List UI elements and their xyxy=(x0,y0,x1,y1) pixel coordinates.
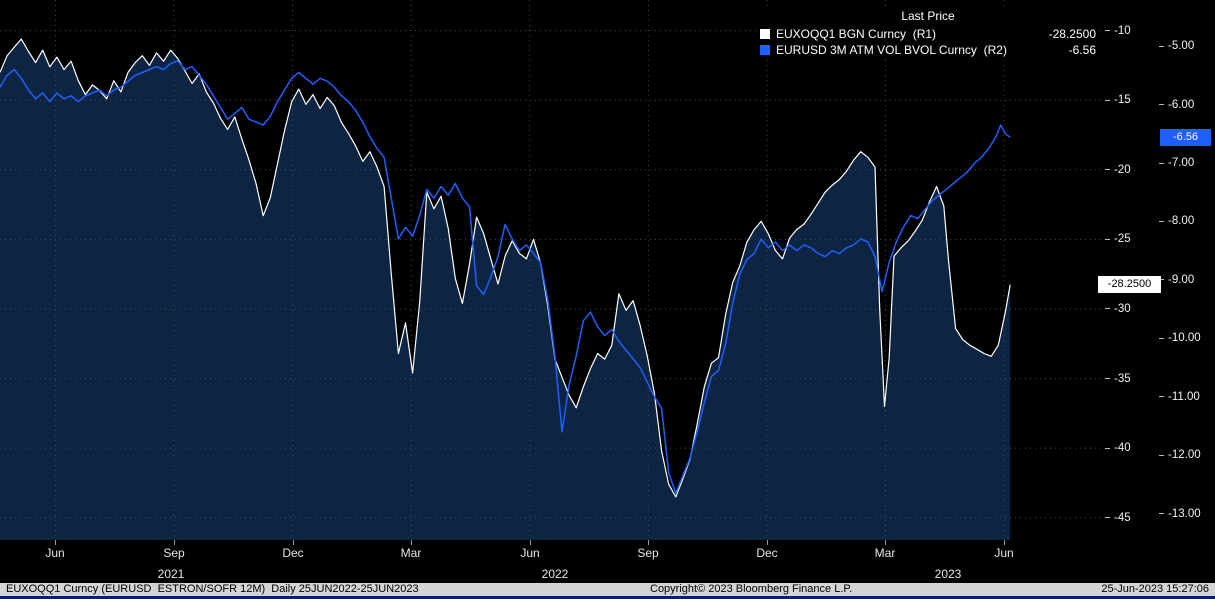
right-axis-r1: -10 -15 -20 -25 -30 -35 -40 -45 xyxy=(1105,0,1161,540)
year-label: 2021 xyxy=(157,567,185,581)
x-tick-label: Dec xyxy=(282,546,304,560)
y-tick-label: -5.00 xyxy=(1168,40,1195,53)
y-axis-tickmark xyxy=(1159,337,1164,339)
series-line-blue xyxy=(0,60,1011,494)
y-axis-tickmark xyxy=(1105,517,1110,519)
y-axis-tickmark xyxy=(1159,513,1164,515)
x-tick-label: Dec xyxy=(756,546,778,560)
year-label: 2022 xyxy=(541,567,569,581)
y-tick-label: -20 xyxy=(1114,163,1131,176)
legend-item-euxoqq1[interactable]: EUXOQQ1 BGN Curncy (R1) -28.2500 xyxy=(760,26,1096,42)
chart-description: EUXOQQ1 Curncy (EURUSD ESTRON/SOFR 12M) … xyxy=(6,583,419,595)
last-price-tag-r2: -6.56 xyxy=(1160,129,1211,146)
x-axis-tickmark xyxy=(1004,540,1005,545)
x-axis-tickmark xyxy=(411,540,412,545)
y-tick-label: -6.00 xyxy=(1168,98,1195,111)
year-label: 2023 xyxy=(934,567,962,581)
legend-value: -28.2500 xyxy=(1048,27,1096,41)
status-bar: EUXOQQ1 Curncy (EURUSD ESTRON/SOFR 12M) … xyxy=(0,583,1215,596)
y-axis-tickmark xyxy=(1105,238,1110,240)
right-axis-r2: -5.00 -6.00 -7.00 -8.00 -9.00 -10.00 -11.00 -12… xyxy=(1159,0,1215,540)
y-axis-tickmark xyxy=(1159,220,1164,222)
y-axis-tickmark xyxy=(1159,45,1164,47)
y-tick-label: -40 xyxy=(1114,442,1131,455)
y-tick-label: -11.00 xyxy=(1168,390,1200,403)
x-axis-tickmark xyxy=(885,540,886,545)
y-axis-tickmark xyxy=(1159,104,1164,106)
y-axis-tickmark xyxy=(1159,454,1164,456)
x-tick-label: Sep xyxy=(163,546,185,560)
legend-title: Last Price xyxy=(901,9,955,23)
y-tick-label: -30 xyxy=(1114,302,1131,315)
y-tick-label: -35 xyxy=(1114,372,1131,385)
y-axis-tickmark xyxy=(1159,279,1164,281)
x-tick-label: Mar xyxy=(400,546,422,560)
y-axis-tickmark xyxy=(1105,30,1110,32)
x-tick-label: Jun xyxy=(45,546,65,560)
timestamp: 25-Jun-2023 15:27:06 xyxy=(1101,583,1209,595)
legend-item-eurusd-vol[interactable]: EURUSD 3M ATM VOL BVOL Curncy (R2) -6.56 xyxy=(760,42,1096,58)
area-fill xyxy=(0,39,1011,540)
y-axis-tickmark xyxy=(1159,162,1164,164)
x-axis-tickmark xyxy=(174,540,175,545)
legend-label: EUXOQQ1 BGN Curncy (R1) xyxy=(776,27,937,41)
y-tick-label: -9.00 xyxy=(1168,273,1195,286)
y-axis-tickmark xyxy=(1159,396,1164,398)
legend-value: -6.56 xyxy=(1068,43,1096,57)
x-axis-tickmark xyxy=(293,540,294,545)
y-axis-tickmark xyxy=(1105,308,1110,310)
copyright-text: Copyright© 2023 Bloomberg Finance L.P. xyxy=(650,583,853,595)
x-axis-labels: Jun Sep Dec Mar Jun Sep Dec Mar Jun 2021 2022 2023 xyxy=(0,540,1130,583)
chart-plot-area[interactable] xyxy=(0,0,1105,540)
y-axis-tickmark xyxy=(1105,99,1110,101)
y-tick-label: -15 xyxy=(1114,94,1131,107)
series-line-white xyxy=(0,38,1011,498)
x-axis-tickmark xyxy=(530,540,531,545)
y-axis-tickmark xyxy=(1105,169,1110,171)
y-tick-label: -10 xyxy=(1114,24,1131,37)
legend-label: EURUSD 3M ATM VOL BVOL Curncy (R2) xyxy=(776,43,1007,57)
x-tick-label: Jun xyxy=(994,546,1014,560)
chart-legend: Last Price EUXOQQ1 BGN Curncy (R1) -28.2… xyxy=(760,9,1096,58)
y-tick-label: -10.00 xyxy=(1168,332,1201,345)
x-tick-label: Sep xyxy=(637,546,659,560)
series-swatch-white xyxy=(760,29,770,39)
y-tick-label: -13.00 xyxy=(1168,507,1201,520)
x-tick-label: Mar xyxy=(874,546,896,560)
y-axis-tickmark xyxy=(1105,378,1110,380)
x-axis-tickmark xyxy=(55,540,56,545)
last-price-tag-r1: -28.2500 xyxy=(1098,276,1161,293)
y-axis-tickmark xyxy=(1105,447,1110,449)
window-edge xyxy=(0,596,1215,599)
x-axis-tickmark xyxy=(767,540,768,545)
series-swatch-blue xyxy=(760,45,770,55)
y-tick-label: -45 xyxy=(1114,511,1131,524)
x-axis-tickmark xyxy=(648,540,649,545)
price-chart-canvas[interactable] xyxy=(0,0,1105,540)
y-tick-label: -8.00 xyxy=(1168,215,1195,228)
y-tick-label: -7.00 xyxy=(1168,157,1195,170)
y-tick-label: -12.00 xyxy=(1168,449,1201,462)
y-tick-label: -25 xyxy=(1114,233,1131,246)
x-tick-label: Jun xyxy=(520,546,540,560)
